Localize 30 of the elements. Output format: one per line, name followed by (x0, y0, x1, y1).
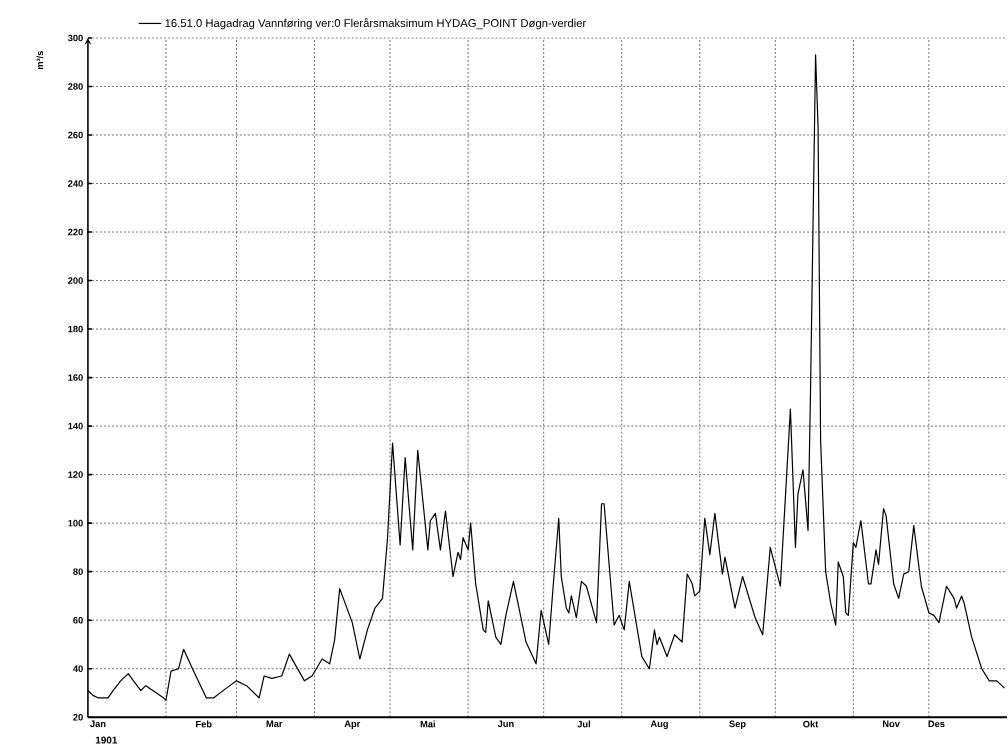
y-axis-title: m³/s (36, 50, 44, 70)
x-tick-label: Aug (650, 720, 668, 729)
y-tick-label: 120 (68, 471, 83, 478)
legend-label: 16.51.0 Hagadrag Vannføring ver:0 Flerårsmaksimum HYDAG_POINT Døgn-verdier (165, 17, 587, 30)
y-tick-label: 60 (73, 616, 83, 624)
text: 1901 (95, 736, 118, 744)
x-tick-label: Mai (420, 720, 435, 728)
x-tick-label: Feb (196, 720, 212, 728)
x-tick-label: Nov (882, 720, 900, 727)
y-tick-label: 260 (68, 131, 83, 139)
y-tick-label: 180 (68, 325, 83, 333)
y-tick-label: 160 (68, 374, 83, 381)
x-tick-label: Apr (344, 720, 361, 729)
x-tick-label: Mar (266, 720, 283, 727)
x-tick-label: Jan (90, 720, 106, 727)
y-tick-label: 240 (68, 180, 83, 187)
x-tick-label: Jul (577, 720, 590, 728)
y-tick-label: 220 (68, 228, 83, 236)
y-tick-label: 20 (73, 713, 83, 721)
y-tick-label: 40 (73, 665, 83, 672)
y-tick-label: 200 (68, 277, 83, 284)
x-tick-label: Sep (729, 720, 746, 729)
x-tick-label: Des (928, 720, 945, 727)
x-tick-label: Jun (497, 720, 514, 727)
y-tick-label: 100 (68, 519, 83, 527)
x-tick-label: Okt (803, 720, 819, 728)
y-tick-label: 300 (67, 34, 83, 42)
y-tick-label: 80 (73, 568, 83, 575)
y-tick-label: 280 (68, 83, 83, 90)
y-tick-label: 140 (68, 422, 83, 430)
